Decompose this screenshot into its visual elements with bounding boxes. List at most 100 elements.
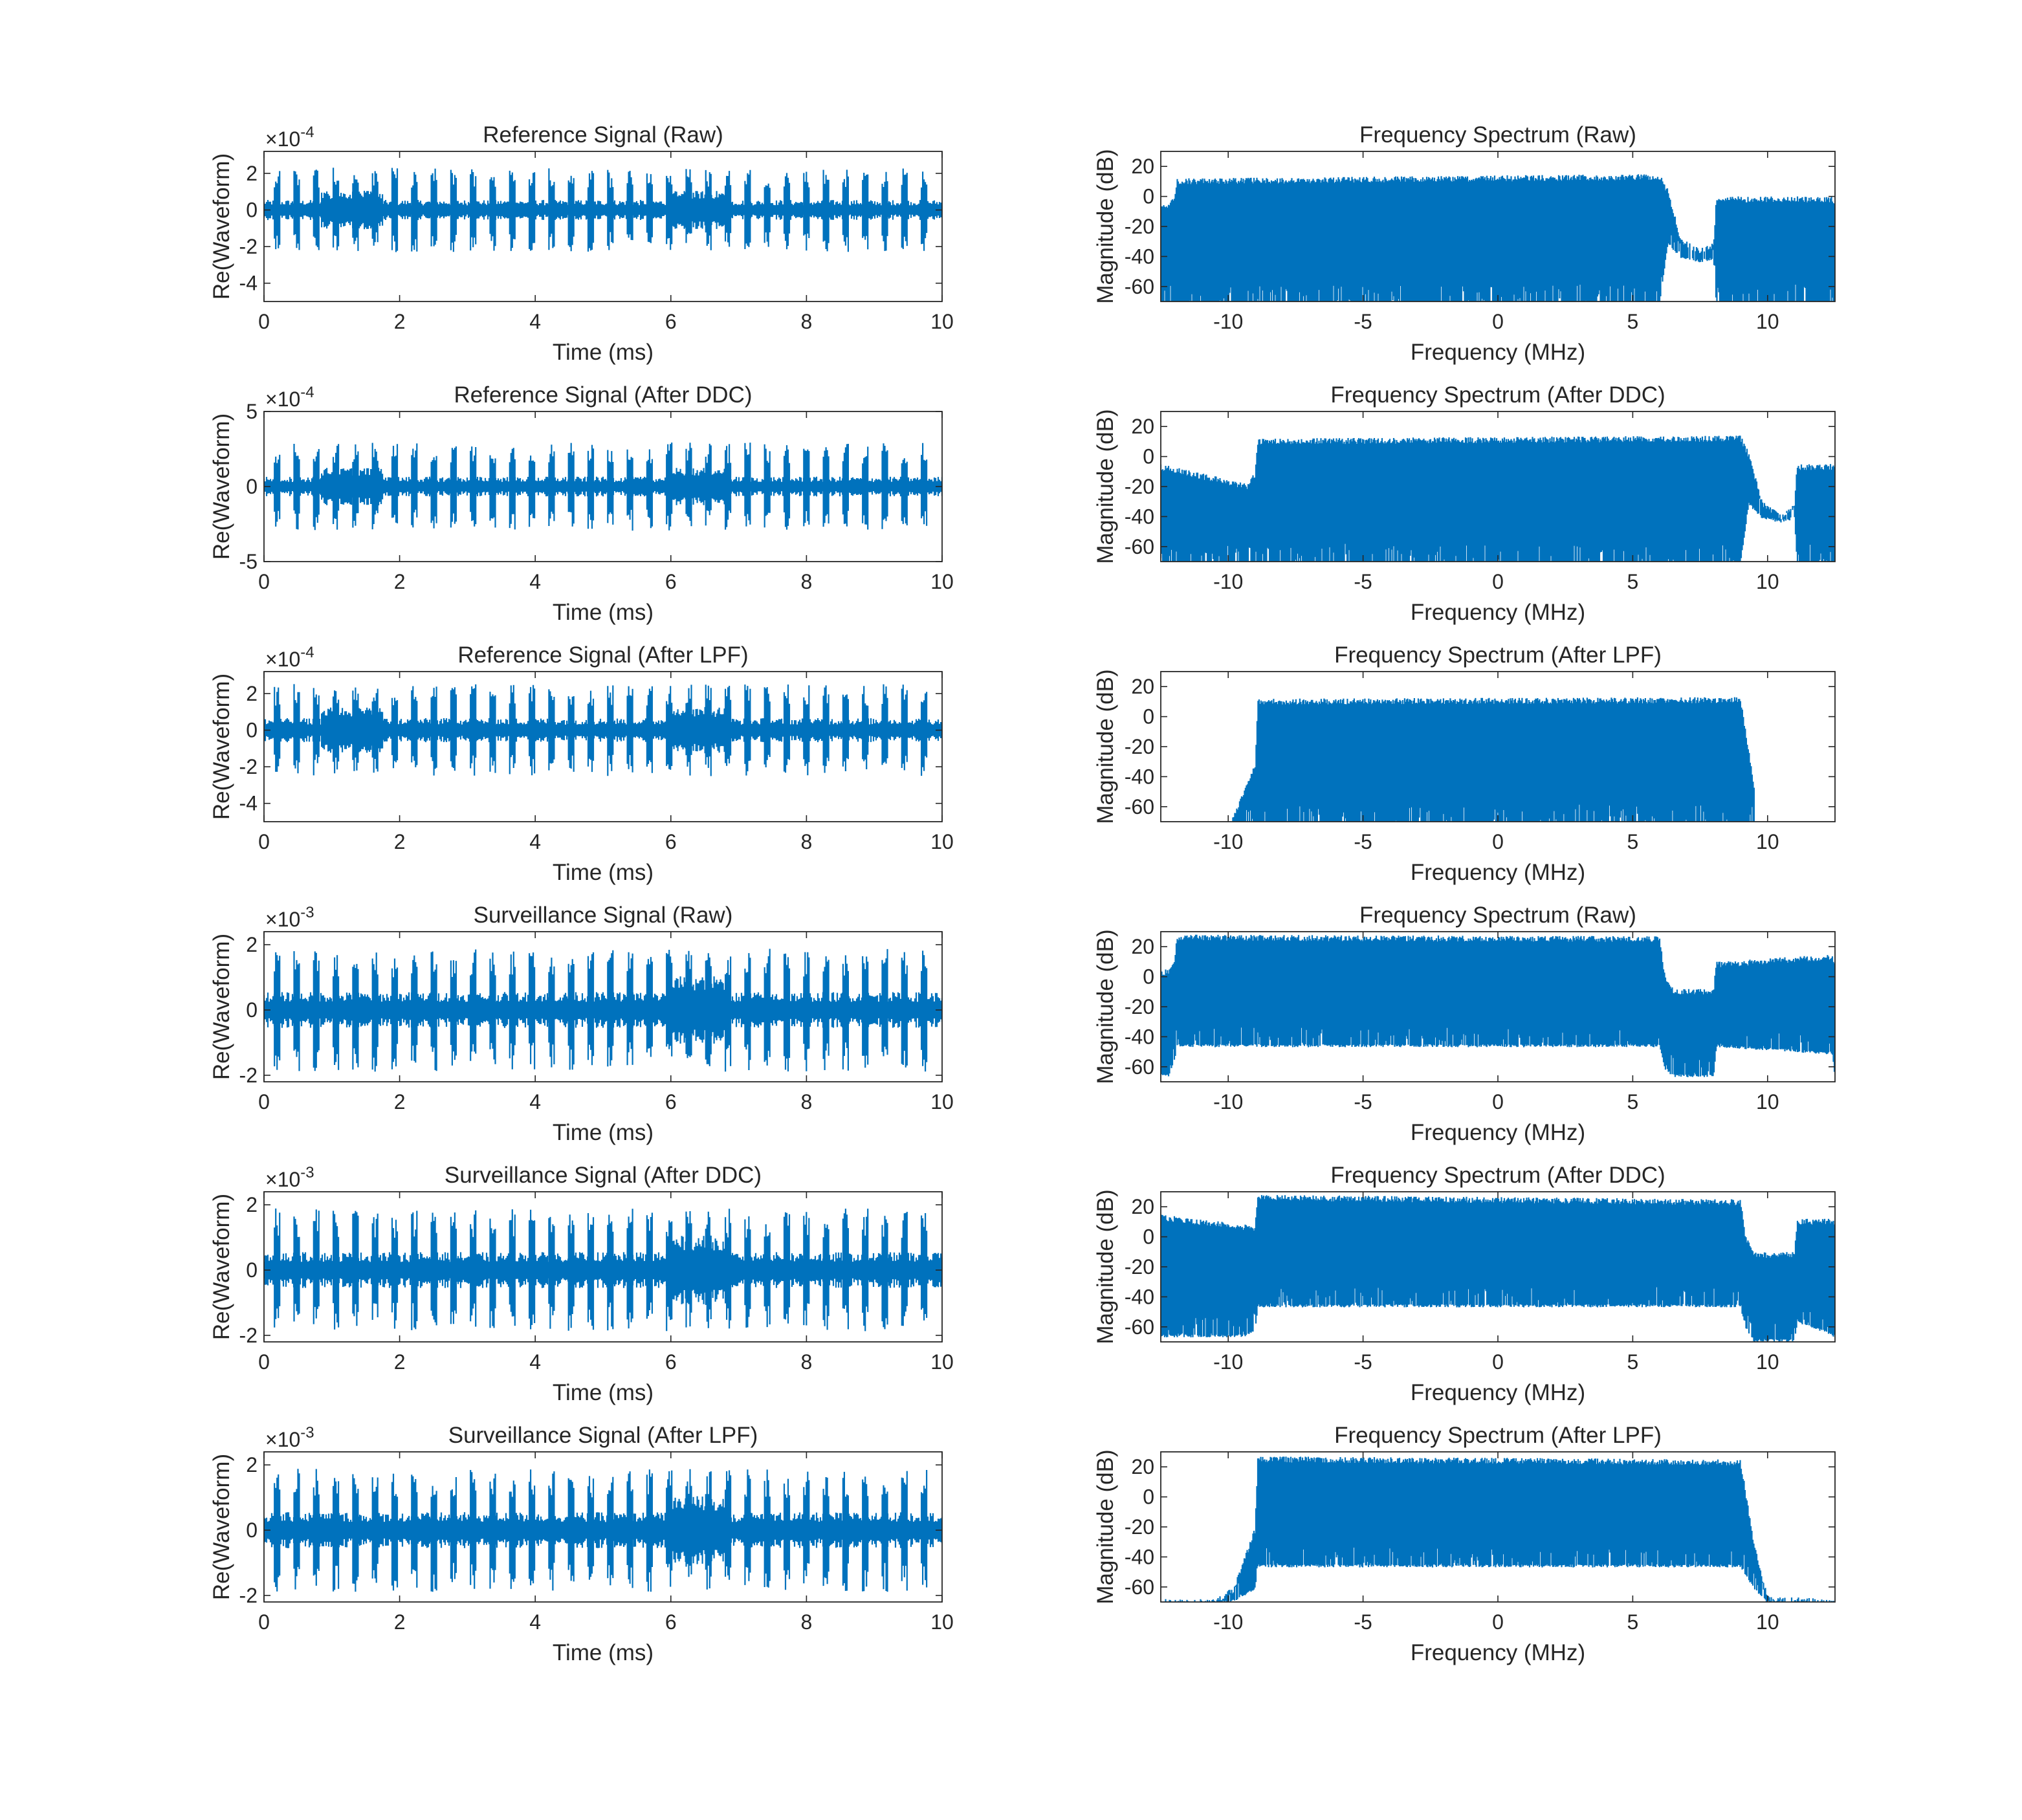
x-tick-label: 4: [529, 1090, 541, 1113]
y-axis-label: Re(Waveform): [209, 1454, 234, 1600]
x-tick-label: -5: [1354, 1350, 1372, 1374]
x-tick-label: -10: [1213, 830, 1243, 853]
spectrum-trace: [1161, 1456, 1834, 1602]
x-tick-label: 8: [801, 570, 813, 593]
subplot-title: Frequency Spectrum (Raw): [1359, 122, 1636, 148]
x-axis-label: Time (ms): [553, 1380, 654, 1405]
y-tick-label: 20: [1131, 155, 1154, 178]
x-tick-label: 2: [394, 1090, 406, 1113]
subplot-title: Frequency Spectrum (After LPF): [1334, 642, 1662, 668]
y-tick-label: -2: [239, 1324, 258, 1347]
y-tick-label: 2: [246, 162, 258, 185]
y-tick-label: 2: [246, 682, 258, 705]
y-axis-label: Re(Waveform): [209, 153, 234, 300]
series-ref-raw-time: [264, 168, 942, 252]
y-tick-label: -20: [1125, 1255, 1154, 1278]
y-tick-label: 2: [246, 933, 258, 956]
waveform-trace: [264, 1469, 942, 1592]
x-tick-label: -10: [1213, 1610, 1243, 1634]
y-tick-label: 2: [246, 1453, 258, 1476]
y-axis-label: Magnitude (dB): [1093, 1449, 1118, 1604]
subplot-title: Reference Signal (Raw): [483, 122, 723, 148]
subplot-sur-lpf-spec: -10 -5 0 5 10 -60 -40 -20 0 20 Frequency Spectrum …: [1093, 1423, 1836, 1665]
x-tick-label: -10: [1213, 1090, 1243, 1113]
x-axis-label: Time (ms): [553, 600, 654, 625]
subplot-ref-raw-spec: -10 -5 0 5 10 -60 -40 -20 0 20 Frequency Spectrum …: [1093, 122, 1836, 365]
y-axis-label: Magnitude (dB): [1093, 1189, 1118, 1344]
x-tick-label: 10: [1756, 1350, 1779, 1374]
x-tick-label: 0: [258, 1350, 270, 1374]
x-tick-label: 4: [529, 830, 541, 853]
subplot-ref-raw-time: 0 2 4 6 8 10 -4 -2 0 2 Reference Signal (Raw) Time …: [209, 122, 954, 365]
y-tick-label: 20: [1131, 935, 1154, 958]
x-axis-label: Time (ms): [553, 1120, 654, 1145]
y-tick-label: -60: [1125, 795, 1154, 818]
y-axis-label: Magnitude (dB): [1093, 409, 1118, 564]
x-tick-label: -10: [1213, 310, 1243, 333]
x-tick-label: 4: [529, 1350, 541, 1374]
y-tick-label: -20: [1125, 1515, 1154, 1539]
y-axis-label: Magnitude (dB): [1093, 669, 1118, 824]
x-tick-label: 0: [258, 1090, 270, 1113]
series-sur-lpf-time: [264, 1469, 942, 1592]
series-ref-ddc-spec: [1161, 435, 1835, 562]
y-tick-label: 20: [1131, 675, 1154, 698]
x-tick-label: 0: [1492, 1350, 1504, 1374]
y-tick-label: -2: [239, 1584, 258, 1607]
x-tick-label: 10: [930, 830, 954, 853]
x-tick-label: 10: [1756, 1090, 1779, 1113]
y-tick-label: 20: [1131, 1455, 1154, 1478]
x-tick-label: 4: [529, 1610, 541, 1634]
x-tick-label: 8: [801, 310, 813, 333]
x-tick-label: 8: [801, 1090, 813, 1113]
y-tick-label: 0: [1143, 1225, 1154, 1249]
y-tick-label: -60: [1125, 1055, 1154, 1079]
subplot-title: Surveillance Signal (After DDC): [445, 1163, 762, 1188]
y-tick-label: -60: [1125, 275, 1154, 298]
x-tick-label: -10: [1213, 1350, 1243, 1374]
y-tick-label: 0: [246, 475, 258, 498]
y-tick-label: -4: [239, 792, 258, 815]
x-tick-label: 10: [930, 1350, 954, 1374]
y-tick-label: -20: [1125, 735, 1154, 758]
y-tick-label: -2: [239, 755, 258, 778]
x-tick-label: 8: [801, 1610, 813, 1634]
y-tick-label: -60: [1125, 1315, 1154, 1339]
axes-box: [263, 671, 943, 822]
x-tick-label: 10: [930, 1090, 954, 1113]
axis-exponent-label: ×10-4: [265, 124, 314, 151]
y-tick-label: 0: [246, 719, 258, 742]
spectrum-trace: [1161, 934, 1835, 1077]
x-tick-label: 5: [1627, 1350, 1639, 1374]
y-tick-label: 0: [246, 998, 258, 1022]
x-tick-label: 10: [1756, 830, 1779, 853]
y-tick-label: 0: [1143, 445, 1154, 468]
y-tick-label: -60: [1125, 535, 1154, 558]
y-tick-label: -20: [1125, 215, 1154, 238]
x-tick-label: -5: [1354, 310, 1372, 333]
subplot-ref-lpf-spec: -10 -5 0 5 10 -60 -40 -20 0 20 Frequency Spectrum …: [1093, 642, 1836, 885]
x-tick-label: 6: [665, 1610, 677, 1634]
y-tick-label: 20: [1131, 415, 1154, 438]
x-tick-label: 10: [930, 570, 954, 593]
series-ref-lpf-spec: [1232, 697, 1755, 822]
y-axis-label: Re(Waveform): [209, 1194, 234, 1340]
y-axis-label: Magnitude (dB): [1093, 149, 1118, 303]
x-tick-label: 0: [1492, 1090, 1504, 1113]
axis-exponent-label: ×10-3: [265, 904, 314, 931]
waveform-trace: [264, 443, 942, 531]
axis-exponent-label: ×10-4: [265, 644, 314, 671]
subplot-title: Frequency Spectrum (After DDC): [1330, 382, 1665, 408]
x-tick-label: 2: [394, 830, 406, 853]
x-tick-label: 2: [394, 1610, 406, 1634]
axes-box: [263, 1451, 943, 1603]
subplot-ref-lpf-time: 0 2 4 6 8 10 -4 -2 0 2 Reference Signal (After LPF…: [209, 642, 954, 885]
x-tick-label: 10: [930, 1610, 954, 1634]
x-axis-label: Frequency (MHz): [1411, 600, 1585, 625]
subplot-title: Reference Signal (After LPF): [457, 642, 748, 668]
waveform-trace: [264, 1208, 942, 1332]
spectrum-trace: [1161, 174, 1835, 302]
